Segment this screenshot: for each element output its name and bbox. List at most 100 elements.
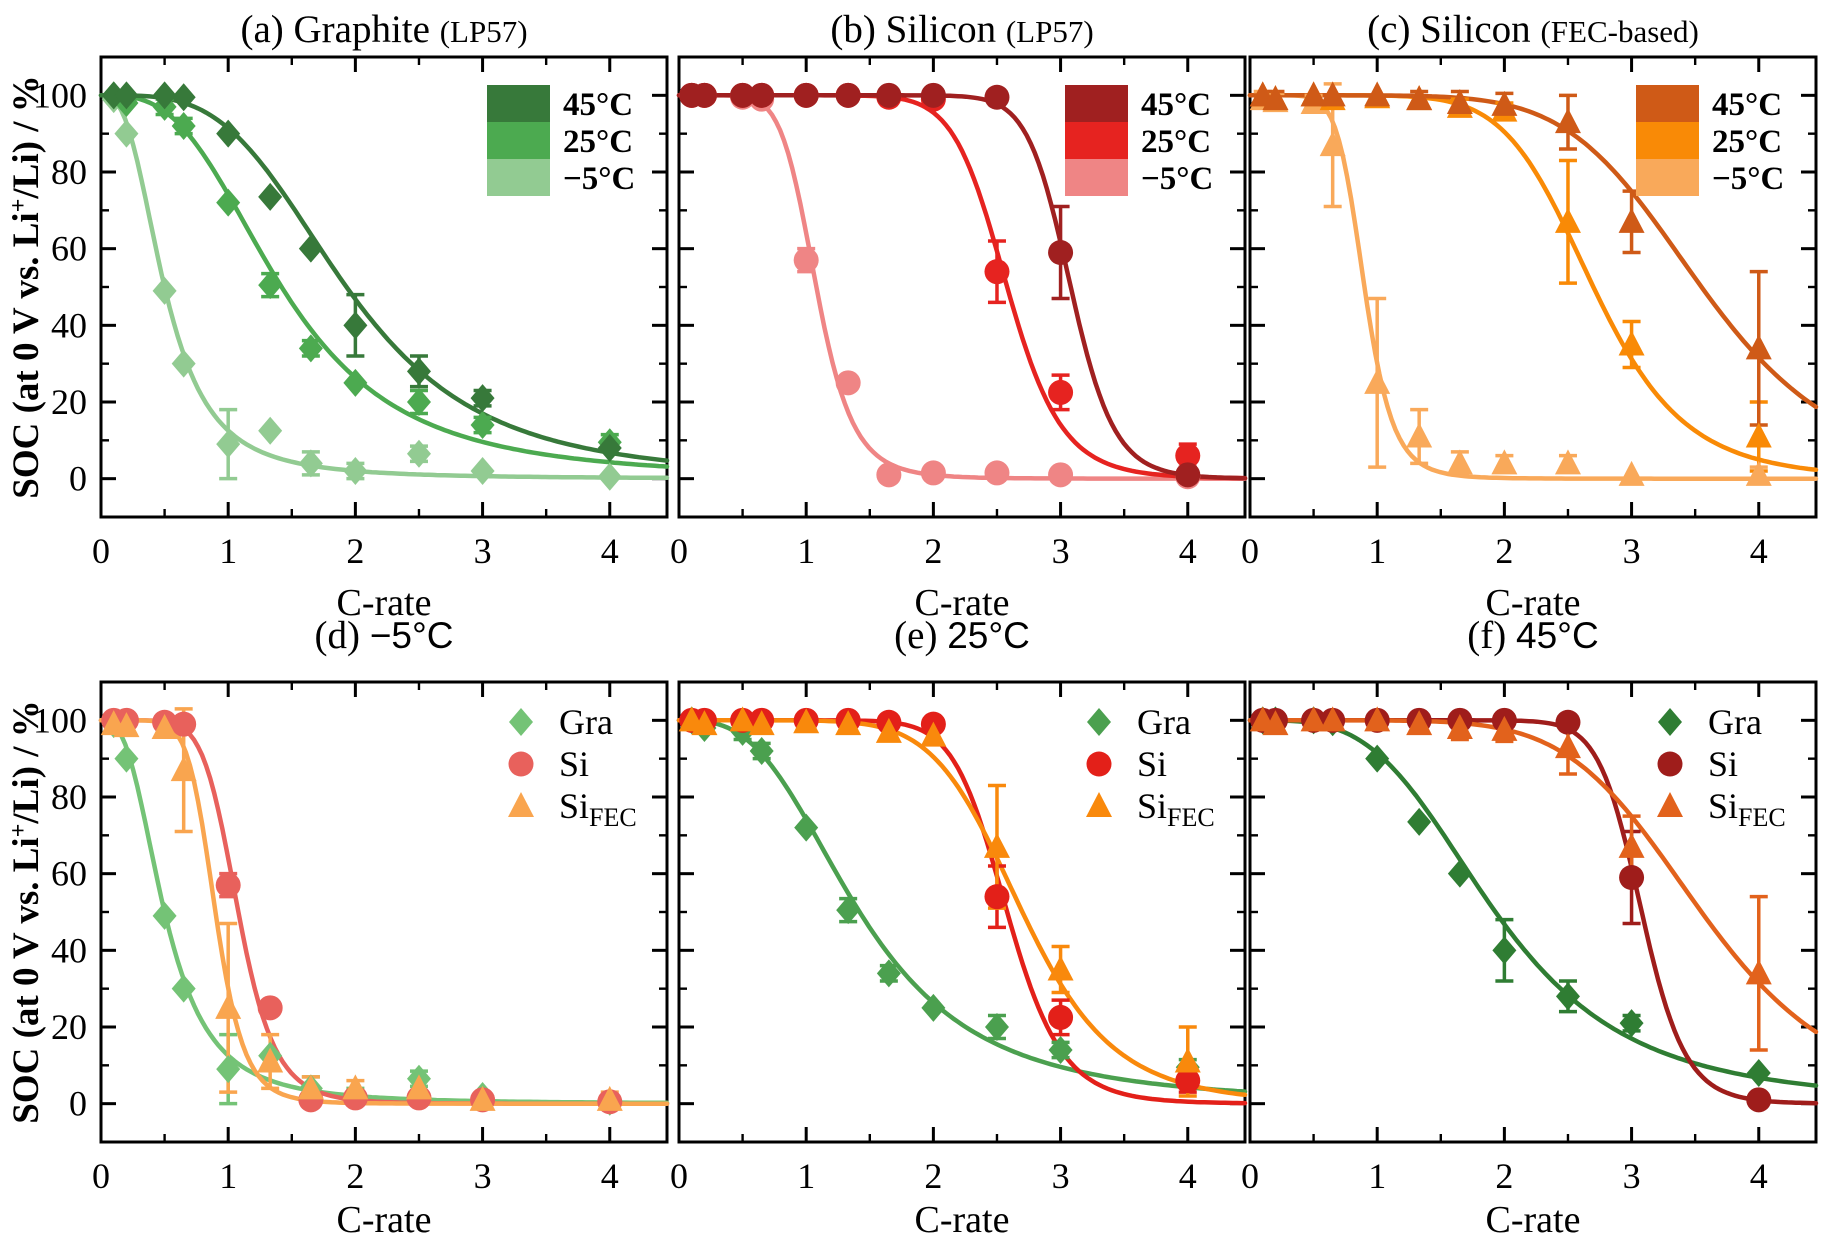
marker-circle xyxy=(793,247,819,273)
marker-diamond xyxy=(298,334,323,363)
x-tick-label: 2 xyxy=(346,531,364,571)
marker-circle xyxy=(984,259,1010,285)
marker-triangle xyxy=(1554,449,1581,475)
marker-diamond xyxy=(836,896,861,925)
panel-c: (c) Silicon (FEC-based) 0 1 2 3 4 C-rate 45°C25… xyxy=(1241,8,1819,624)
marker-diamond xyxy=(171,112,196,140)
marker-triangle xyxy=(215,993,242,1019)
legend-swatch xyxy=(487,159,550,196)
marker-diamond xyxy=(1619,1009,1644,1038)
marker-diamond xyxy=(1492,936,1517,965)
legend-label: Si xyxy=(559,744,589,784)
marker-triangle xyxy=(875,717,902,743)
marker-triangle xyxy=(1262,710,1289,736)
panel-b: (b) Silicon (LP57) 0 1 2 3 4 C-rate 45°C25°C−5°… xyxy=(670,8,1248,624)
marker-circle xyxy=(920,460,946,486)
marker-diamond xyxy=(921,993,946,1022)
marker-triangle xyxy=(405,1074,432,1100)
fit-curve--5C xyxy=(1247,93,1819,481)
marker-triangle xyxy=(835,710,862,736)
legend-label: Si xyxy=(1708,744,1738,784)
legend-a: 45°C25°C−5°C xyxy=(487,85,635,197)
x-tick-label: 2 xyxy=(924,1156,942,1196)
marker-triangle xyxy=(1319,81,1346,107)
marker-triangle xyxy=(1491,449,1518,475)
legend-swatch xyxy=(1065,85,1128,122)
marker-triangle xyxy=(1086,792,1112,817)
marker-diamond xyxy=(171,974,196,1003)
marker-triangle xyxy=(170,756,197,782)
marker-diamond xyxy=(152,901,177,930)
legend-swatch xyxy=(487,122,550,159)
y-tick-label: 60 xyxy=(51,854,87,894)
marker-triangle xyxy=(1364,706,1391,732)
legend-label: 25°C xyxy=(1141,124,1211,160)
marker-circle xyxy=(835,370,861,396)
marker-triangle xyxy=(297,1074,324,1100)
marker-diamond xyxy=(258,416,283,445)
marker-diamond xyxy=(1555,982,1580,1011)
x-tick-label: 2 xyxy=(1495,1156,1513,1196)
marker-diamond xyxy=(216,188,241,217)
marker-triangle xyxy=(1554,207,1581,233)
x-tick-label: 0 xyxy=(670,531,688,571)
marker-circle xyxy=(1048,240,1074,265)
marker-diamond xyxy=(114,81,139,110)
panel-a: (a) Graphite (LP57)0 1 2 3 4020406080100C-ra… xyxy=(33,8,670,624)
marker-circle xyxy=(1048,1004,1074,1030)
x-tick-label: 1 xyxy=(797,1156,815,1196)
x-tick-label: 3 xyxy=(474,531,492,571)
marker-diamond xyxy=(216,1055,241,1084)
x-tick-label: 3 xyxy=(1052,1156,1070,1196)
marker-triangle xyxy=(342,1074,369,1100)
marker-diamond xyxy=(1658,708,1682,736)
marker-triangle xyxy=(1554,108,1581,134)
panel-d: (d) −5°C0 1 2 3 4020406080100C-rateGraSiSiFE… xyxy=(33,614,670,1235)
x-tick-label: 1 xyxy=(1368,531,1386,571)
legend-c: 45°C25°C−5°C xyxy=(1636,85,1784,197)
marker-circle xyxy=(984,460,1010,486)
x-axis-title: C-rate xyxy=(915,1199,1010,1235)
marker-triangle xyxy=(257,1047,284,1073)
marker-triangle xyxy=(1262,85,1289,111)
marker-circle xyxy=(876,82,902,108)
legend-label: SiFEC xyxy=(1708,786,1786,832)
marker-triangle xyxy=(469,1085,496,1111)
x-tick-label: 2 xyxy=(924,531,942,571)
fit-curve-45C xyxy=(1247,93,1819,410)
marker-triangle xyxy=(1618,207,1645,233)
marker-triangle xyxy=(1745,959,1772,985)
y-tick-label: 40 xyxy=(51,305,87,345)
marker-diamond xyxy=(171,349,196,378)
marker-triangle xyxy=(1406,85,1433,111)
marker-diamond xyxy=(258,182,283,211)
marker-circle xyxy=(876,462,902,488)
marker-diamond xyxy=(984,1013,1009,1041)
marker-triangle xyxy=(1406,710,1433,736)
x-tick-label: 1 xyxy=(1368,1156,1386,1196)
marker-circle xyxy=(1619,865,1645,890)
marker-diamond xyxy=(1746,1059,1771,1087)
x-tick-label: 0 xyxy=(670,1156,688,1196)
x-tick-label: 4 xyxy=(1179,1156,1197,1196)
legend-label: Gra xyxy=(1708,702,1762,742)
series-markers-45C xyxy=(1249,81,1772,360)
marker-diamond xyxy=(1447,859,1472,888)
marker-diamond xyxy=(343,457,368,485)
marker-circle xyxy=(691,82,717,108)
legend-label: Gra xyxy=(1137,702,1191,742)
marker-triangle xyxy=(1364,81,1391,107)
marker-triangle xyxy=(1618,330,1645,356)
marker-triangle xyxy=(1406,422,1433,448)
x-tick-label: 3 xyxy=(474,1156,492,1196)
marker-diamond xyxy=(1087,708,1111,736)
marker-triangle xyxy=(1319,131,1346,157)
marker-triangle xyxy=(729,706,756,732)
x-tick-label: 0 xyxy=(1241,1156,1259,1196)
marker-triangle xyxy=(748,710,775,736)
marker-circle xyxy=(984,884,1010,910)
y-tick-label: 100 xyxy=(33,700,87,740)
marker-diamond xyxy=(1048,1036,1073,1064)
marker-diamond xyxy=(298,449,323,478)
